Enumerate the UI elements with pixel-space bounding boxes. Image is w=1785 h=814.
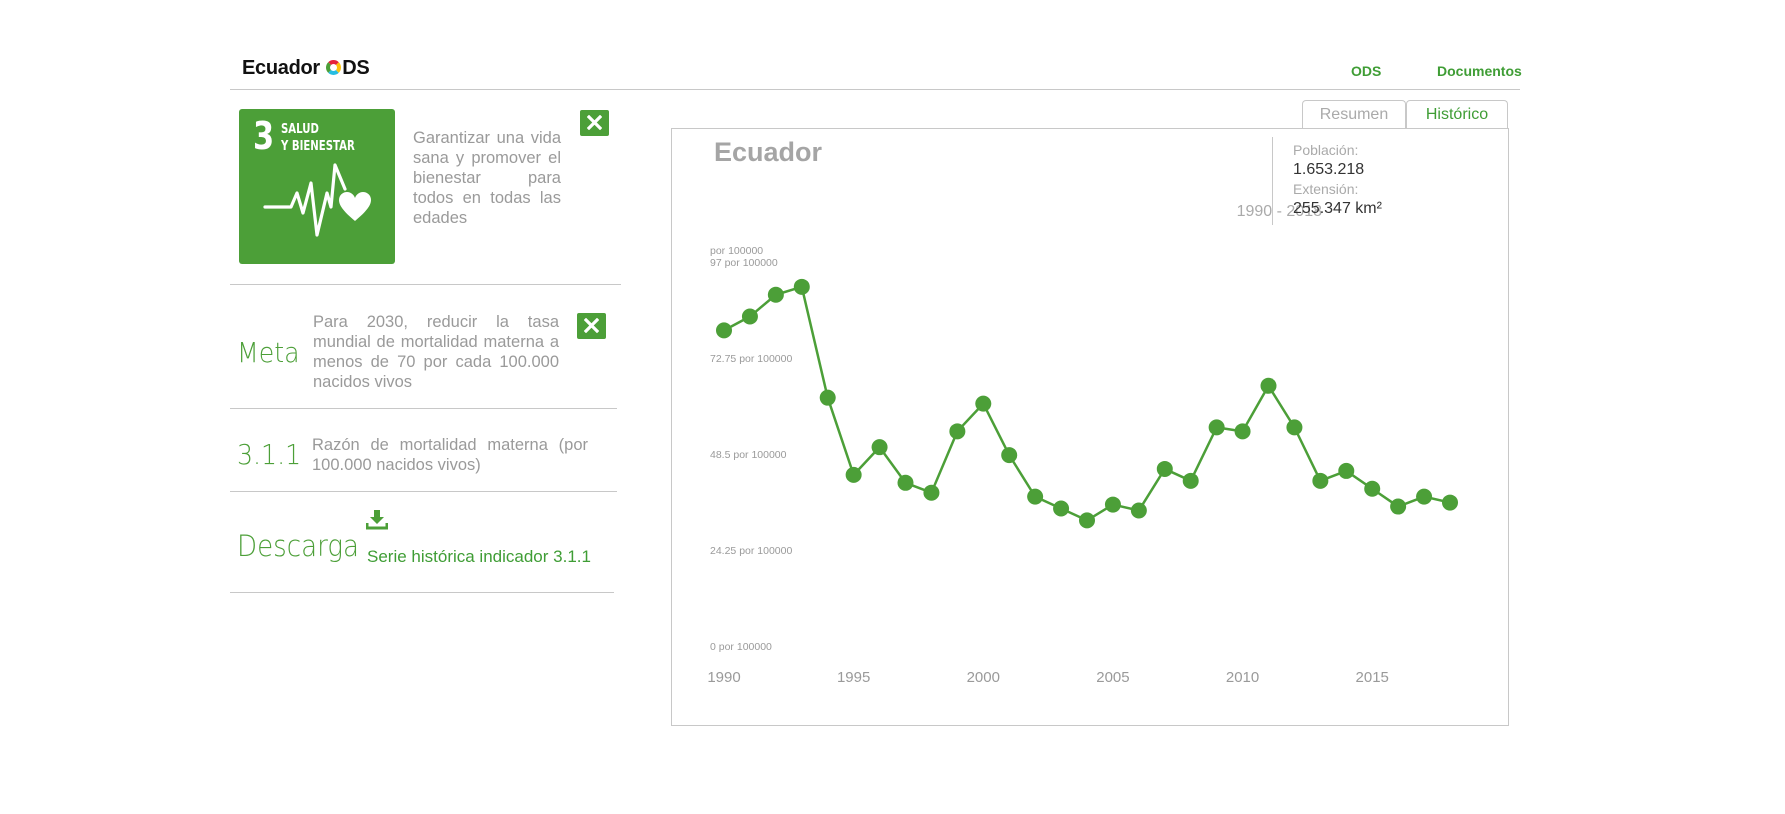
indicator-description: Razón de mortalidad materna (por 100.000… — [312, 436, 588, 474]
download-label: Descarga — [237, 529, 360, 563]
y-tick-label: 97 por 100000 — [710, 257, 778, 269]
tab-summary[interactable]: Resumen — [1302, 100, 1406, 129]
divider — [230, 592, 614, 593]
data-point[interactable] — [1234, 423, 1251, 440]
nav-documents-link[interactable]: Documentos — [1437, 63, 1522, 79]
data-point[interactable] — [897, 474, 914, 491]
tab-history[interactable]: Histórico — [1406, 100, 1508, 129]
close-target-button[interactable] — [577, 313, 606, 339]
data-point[interactable] — [1442, 494, 1458, 511]
data-point[interactable] — [1130, 502, 1147, 519]
x-tick-label: 2010 — [1226, 669, 1259, 686]
data-point[interactable] — [767, 286, 784, 303]
chart-panel: Ecuador 1990 - 2018 Población: 1.653.218… — [671, 128, 1509, 726]
target-label: Meta — [237, 336, 300, 369]
data-point[interactable] — [1260, 377, 1277, 394]
y-axis: 0 por 100000 24.25 por 100000 48.5 por 100… — [710, 257, 792, 653]
data-point[interactable] — [845, 466, 862, 483]
x-tick-label: 2005 — [1096, 669, 1129, 686]
data-point[interactable] — [1312, 472, 1329, 489]
close-icon — [587, 115, 602, 130]
close-goal-button[interactable] — [580, 110, 609, 136]
data-point[interactable] — [1338, 462, 1355, 479]
data-point[interactable] — [1001, 447, 1018, 464]
data-point[interactable] — [1286, 419, 1303, 436]
data-point[interactable] — [1156, 460, 1173, 477]
sdg-goal-tile: 3 SALUD Y BIENESTAR — [239, 109, 395, 264]
data-point[interactable] — [1208, 419, 1225, 436]
logo-text: Ecuador — [242, 57, 320, 79]
data-point[interactable] — [949, 423, 966, 440]
divider — [230, 408, 617, 409]
population-value: 1.653.218 — [1293, 161, 1365, 178]
y-tick-label: 24.25 por 100000 — [710, 545, 792, 557]
data-point[interactable] — [1027, 488, 1044, 505]
nav-ods-link[interactable]: ODS — [1351, 63, 1382, 79]
country-name: Ecuador — [714, 137, 823, 167]
indicator-code: 3.1.1 — [237, 438, 302, 471]
divider — [230, 284, 621, 285]
data-point[interactable] — [1390, 498, 1407, 515]
close-icon — [584, 318, 599, 333]
x-tick-label: 1995 — [837, 669, 870, 686]
data-point[interactable] — [871, 439, 888, 456]
x-tick-label: 2015 — [1356, 669, 1389, 686]
maternal-mortality-chart: por 100000 0 por 100000 24.25 por 100000 4… — [707, 245, 1458, 686]
data-point[interactable] — [793, 278, 810, 295]
data-point[interactable] — [716, 322, 732, 339]
goal-description: Garantizar una vida sana y promover el b… — [413, 129, 561, 227]
x-axis: 1990 1995 2000 2005 2010 2015 — [707, 669, 1389, 686]
goal-title: SALUD Y BIENESTAR — [281, 121, 355, 155]
y-tick-label: 72.75 por 100000 — [710, 353, 792, 365]
data-point[interactable] — [1053, 500, 1070, 517]
top-header: Ecuador DS ODS Documentos — [230, 48, 1522, 90]
y-tick-label: 48.5 por 100000 — [710, 449, 787, 461]
ecuador-ods-logo[interactable]: Ecuador DS — [242, 57, 370, 80]
goal-title-line-2: Y BIENESTAR — [281, 139, 355, 154]
data-point[interactable] — [1182, 472, 1199, 489]
y-unit-label: por 100000 — [710, 245, 763, 257]
data-point[interactable] — [923, 484, 940, 501]
sdg-ring-icon — [326, 60, 342, 75]
data-point[interactable] — [975, 395, 992, 412]
info-divider — [1272, 137, 1273, 225]
y-tick-label: 0 por 100000 — [710, 641, 772, 653]
period-range: 1990 - 2018 — [1236, 203, 1322, 220]
data-points — [716, 278, 1458, 529]
download-icon[interactable] — [366, 508, 388, 530]
data-point[interactable] — [1364, 480, 1381, 497]
goal-title-line-1: SALUD — [281, 122, 319, 137]
data-point[interactable] — [1416, 488, 1433, 505]
data-point[interactable] — [1104, 496, 1121, 513]
download-series-link[interactable]: Serie histórica indicador 3.1.1 — [367, 547, 591, 566]
target-description: Para 2030, reducir la tasa mundial de mo… — [313, 313, 559, 391]
x-tick-label: 2000 — [967, 669, 1000, 686]
divider — [230, 491, 617, 492]
extension-value: 255.347 km² — [1293, 200, 1382, 217]
goal-number: 3 — [253, 114, 274, 158]
logo-text-suffix: DS — [342, 57, 370, 79]
data-point[interactable] — [819, 389, 836, 406]
data-point[interactable] — [741, 308, 758, 325]
heartbeat-icon — [263, 163, 371, 237]
data-point[interactable] — [1079, 512, 1095, 529]
x-tick-label: 1990 — [707, 669, 740, 686]
extension-label: Extensión: — [1293, 181, 1359, 197]
population-label: Población: — [1293, 142, 1359, 158]
